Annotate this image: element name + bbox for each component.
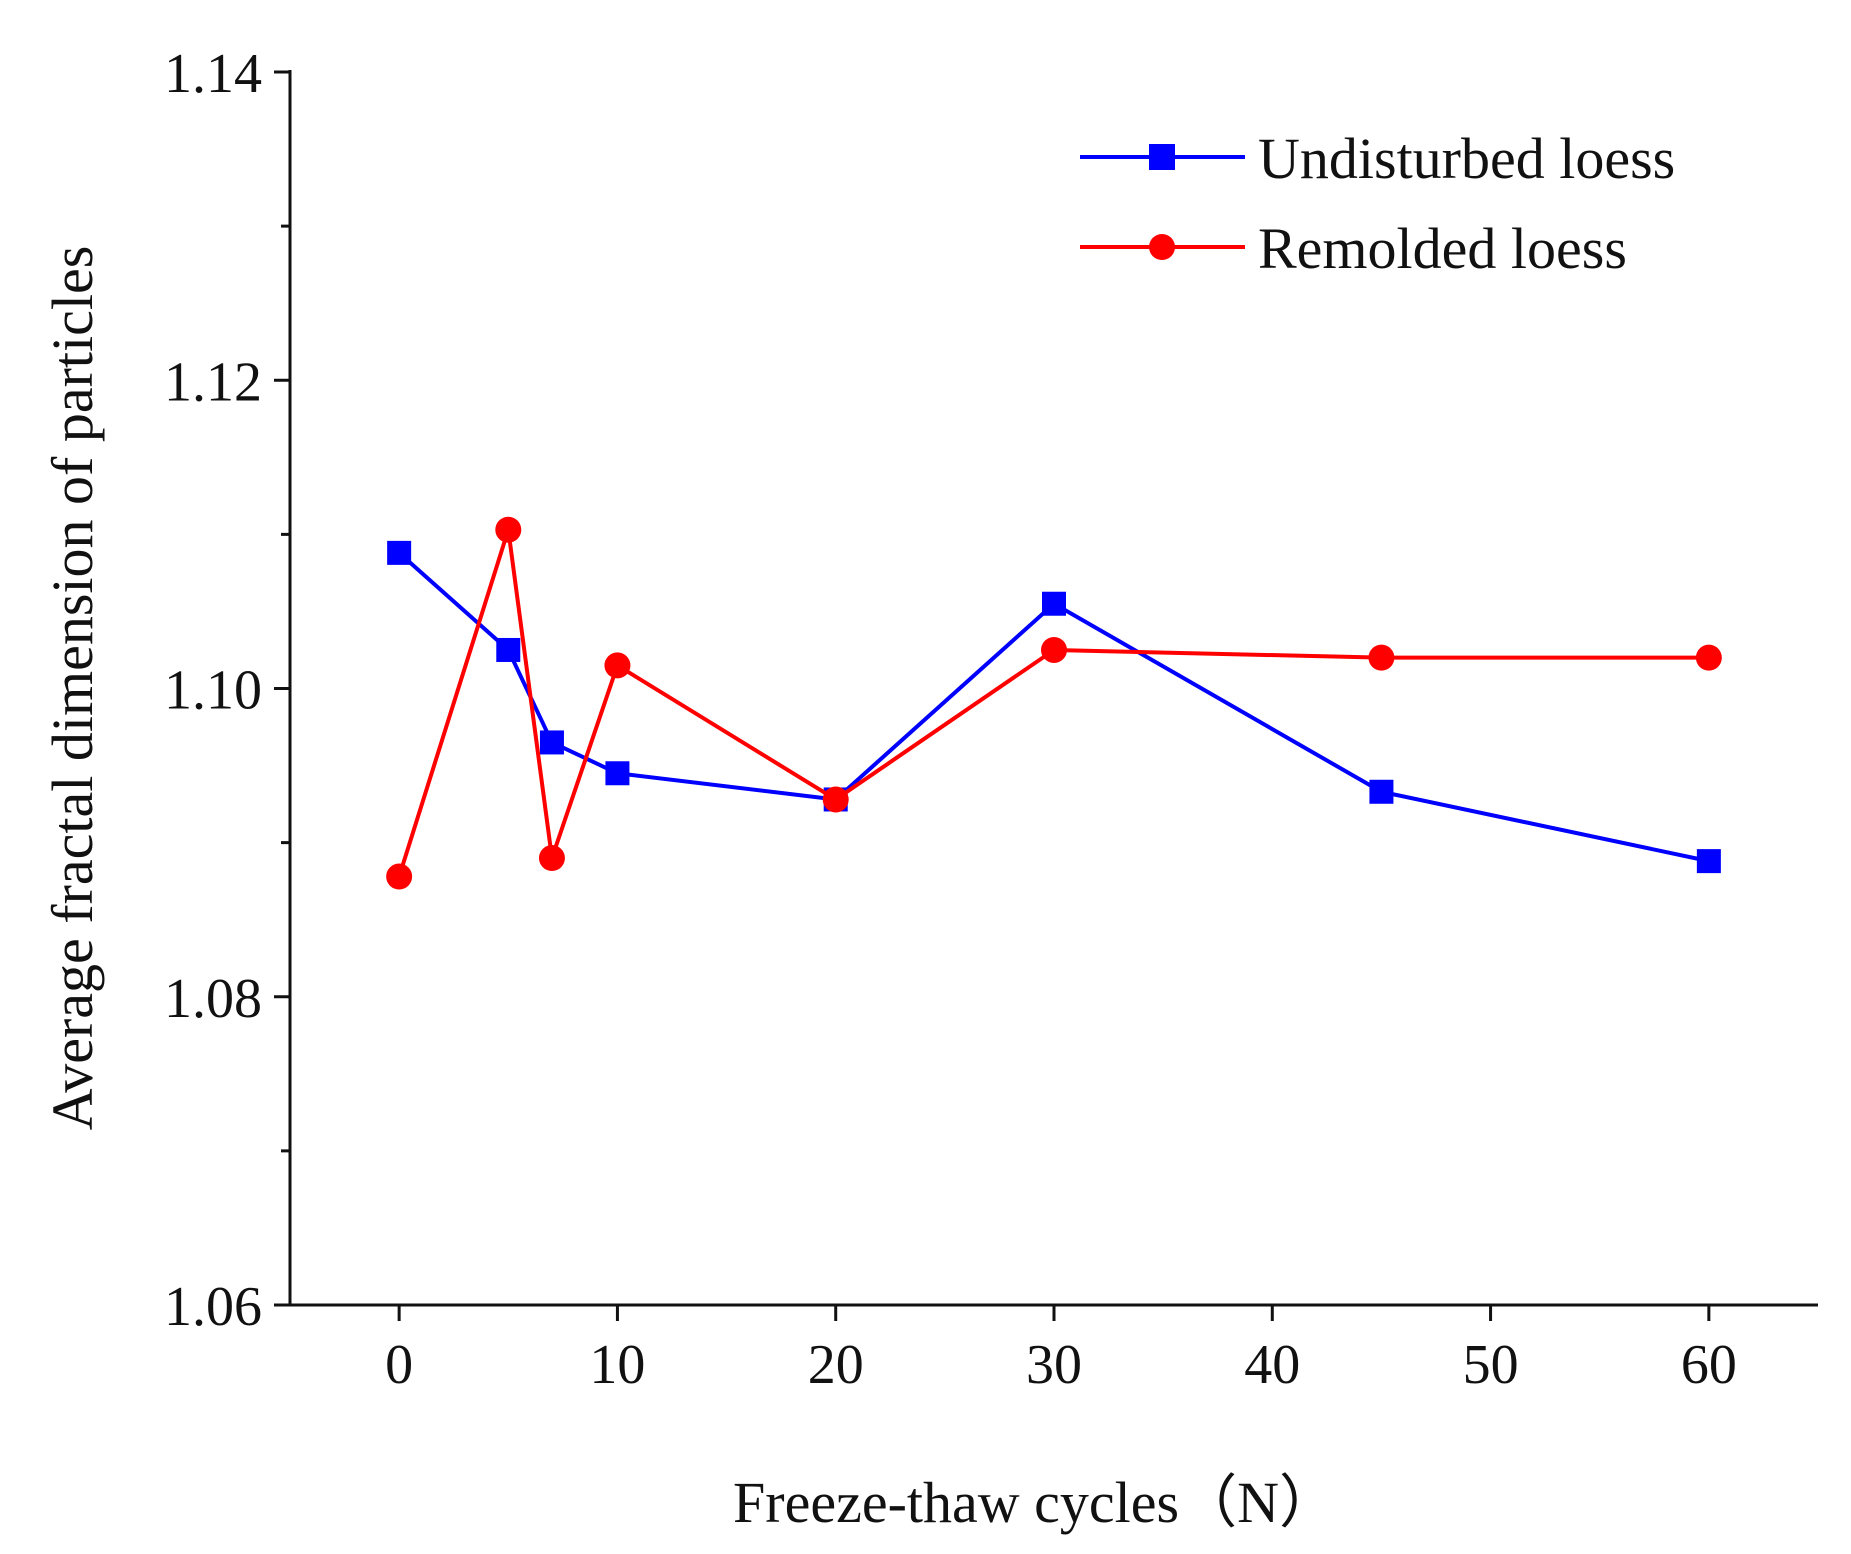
data-point — [1696, 849, 1721, 874]
data-point — [1695, 644, 1722, 671]
legend-label-remolded: Remolded loess — [1258, 216, 1627, 281]
data-point — [495, 516, 522, 543]
x-tick-label: 20 — [808, 1334, 864, 1396]
series-line — [397, 527, 1709, 878]
x-ticks: 0 10 20 30 40 50 60 — [385, 1305, 1737, 1396]
legend: Undisturbed loess Remolded loess — [1080, 126, 1675, 281]
x-tick-label: 0 — [385, 1334, 413, 1396]
y-ticks: 1.06 1.08 1.10 1.12 1.14 — [164, 43, 290, 1338]
y-axis-title: Average fractal dimension of particles — [40, 246, 105, 1131]
data-point — [605, 761, 630, 786]
series-undisturbed — [387, 540, 1721, 874]
y-tick-label: 1.08 — [164, 968, 262, 1030]
x-tick-label: 40 — [1244, 1334, 1300, 1396]
legend-marker-undisturbed — [1149, 144, 1175, 170]
x-axis-title: Freeze-thaw cycles（N） — [733, 1470, 1337, 1535]
data-point — [1041, 636, 1067, 663]
data-point — [822, 786, 849, 813]
data-point — [1369, 779, 1394, 804]
x-tick-label: 50 — [1463, 1334, 1519, 1396]
data-point — [1042, 591, 1066, 616]
y-tick-label: 1.06 — [164, 1276, 262, 1338]
data-point — [539, 730, 564, 755]
series-remolded — [386, 516, 1722, 890]
legend-label-undisturbed: Undisturbed loess — [1258, 126, 1675, 191]
series-line — [397, 551, 1710, 864]
y-tick-label: 1.12 — [164, 351, 262, 413]
series-layer — [386, 516, 1722, 890]
data-point — [386, 863, 413, 890]
x-tick-label: 10 — [589, 1334, 645, 1396]
data-point — [387, 540, 412, 565]
data-point — [1368, 644, 1395, 671]
data-point — [538, 845, 565, 872]
y-tick-label: 1.10 — [164, 660, 262, 722]
x-tick-label: 30 — [1026, 1334, 1082, 1396]
legend-marker-remolded — [1149, 234, 1175, 260]
data-point — [604, 652, 631, 679]
x-tick-label: 60 — [1681, 1334, 1737, 1396]
y-tick-label: 1.14 — [164, 43, 262, 105]
data-point — [496, 637, 521, 662]
